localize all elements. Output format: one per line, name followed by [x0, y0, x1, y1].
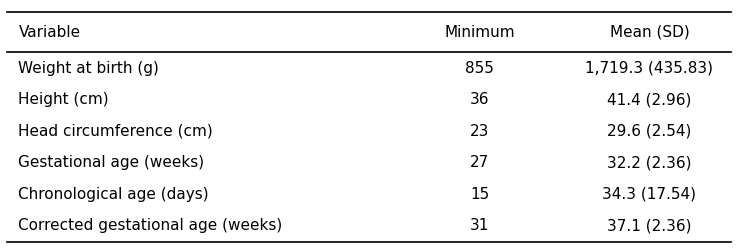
- Text: 855: 855: [465, 61, 494, 75]
- Text: Variable: Variable: [18, 25, 80, 40]
- Text: Minimum: Minimum: [444, 25, 515, 40]
- Text: 27: 27: [470, 155, 489, 170]
- Text: Gestational age (weeks): Gestational age (weeks): [18, 155, 204, 170]
- Text: 23: 23: [470, 124, 489, 139]
- Text: 37.1 (2.36): 37.1 (2.36): [607, 218, 692, 233]
- Text: 41.4 (2.96): 41.4 (2.96): [607, 92, 692, 107]
- Text: Chronological age (days): Chronological age (days): [18, 187, 209, 202]
- Text: Mean (SD): Mean (SD): [610, 25, 689, 40]
- Text: 29.6 (2.54): 29.6 (2.54): [607, 124, 692, 139]
- Text: Height (cm): Height (cm): [18, 92, 109, 107]
- Text: 34.3 (17.54): 34.3 (17.54): [602, 187, 697, 202]
- Text: Weight at birth (g): Weight at birth (g): [18, 61, 159, 75]
- Text: Head circumference (cm): Head circumference (cm): [18, 124, 213, 139]
- Text: 1,719.3 (435.83): 1,719.3 (435.83): [585, 61, 714, 75]
- Text: 32.2 (2.36): 32.2 (2.36): [607, 155, 692, 170]
- Text: 31: 31: [470, 218, 489, 233]
- Text: 36: 36: [470, 92, 489, 107]
- Text: Corrected gestational age (weeks): Corrected gestational age (weeks): [18, 218, 283, 233]
- Text: 15: 15: [470, 187, 489, 202]
